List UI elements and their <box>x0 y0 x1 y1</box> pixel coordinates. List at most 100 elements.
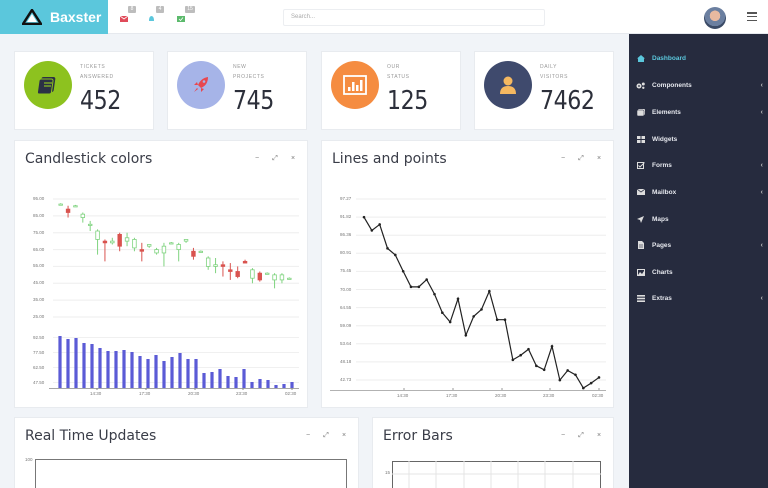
sidebar-item-label: Components <box>652 81 692 89</box>
close-icon[interactable]: × <box>596 155 602 162</box>
realtime-panel: Real Time Updates − ⤢ × 100 <box>14 417 359 488</box>
chevron-left-icon: ‹ <box>760 81 763 89</box>
location-arrow-icon <box>636 215 645 223</box>
mail-icon <box>120 16 128 22</box>
errorbars-plot-area <box>392 461 601 488</box>
sidebar-item-label: Charts <box>652 268 673 276</box>
panel-tools: − ⤢ × <box>559 432 603 440</box>
axis-tick-label: 70.00 <box>340 286 352 292</box>
sidebar-item-label: Forms <box>652 161 672 169</box>
sidebar-item-label: Elements <box>652 108 681 116</box>
sidebar-item-label: Maps <box>652 215 669 223</box>
minimize-icon[interactable]: − <box>254 155 260 162</box>
expand-icon[interactable]: ⤢ <box>323 432 329 439</box>
axis-tick-label: 20:30 <box>188 391 200 396</box>
file-icon <box>636 241 645 249</box>
sidebar-item-elements[interactable]: Elements ‹ <box>629 102 768 122</box>
chevron-left-icon: ‹ <box>760 161 763 169</box>
bell-notification[interactable]: 4 <box>148 6 168 24</box>
sidebar: Dashboard Components ‹ Elements ‹ Widget… <box>629 34 768 488</box>
brand-logo[interactable]: Baxster <box>0 0 108 34</box>
minimize-icon[interactable]: − <box>305 432 311 439</box>
expand-icon[interactable]: ⤢ <box>578 155 584 162</box>
axis-tick-label: 25.00 <box>33 314 45 319</box>
axis-tick-label: 20:30 <box>495 393 507 398</box>
axis-tick-label: 65.00 <box>33 246 45 252</box>
sidebar-item-widgets[interactable]: Widgets <box>629 129 768 149</box>
stat-label: TICKETS ANSWERED <box>80 64 114 80</box>
edit-icon <box>636 161 645 169</box>
stat-value: 125 <box>387 86 428 116</box>
axis-tick-label: 64.55 <box>340 304 352 310</box>
bell-badge: 4 <box>156 6 164 13</box>
chevron-left-icon: ‹ <box>760 294 763 302</box>
sidebar-item-label: Extras <box>652 294 672 302</box>
axis-tick-label: 48.18 <box>340 358 352 364</box>
lines-panel: Lines and points − ⤢ × 97.27 91.82 86.36 80… <box>321 140 614 408</box>
task-notification[interactable]: 15 <box>177 6 197 24</box>
book-icon <box>24 61 72 109</box>
axis-tick-label: 14:30 <box>397 393 409 398</box>
chevron-left-icon: ‹ <box>760 241 763 249</box>
line-chart <box>330 198 606 391</box>
axis-tick-label: 53.64 <box>340 340 352 346</box>
realtime-plot-area <box>35 459 347 488</box>
axis-tick-label: 42.73 <box>340 377 352 382</box>
minimize-icon[interactable]: − <box>560 155 566 162</box>
menu-toggle-icon[interactable] <box>747 12 757 21</box>
axis-tick-label: 80.91 <box>340 250 352 256</box>
axis-tick-label: 02:30 <box>285 391 297 396</box>
sidebar-item-forms[interactable]: Forms ‹ <box>629 155 768 175</box>
close-icon[interactable]: × <box>341 432 347 439</box>
minimize-icon[interactable]: − <box>560 432 566 439</box>
chevron-left-icon: ‹ <box>760 188 763 196</box>
sidebar-item-label: Dashboard <box>652 54 686 62</box>
axis-tick-label: 97.27 <box>340 196 352 201</box>
mail-badge: 8 <box>128 6 136 13</box>
panel-tools: − ⤢ × <box>304 432 348 440</box>
panel-tools: − ⤢ × <box>559 155 603 163</box>
axis-tick-label: 14:30 <box>90 391 102 396</box>
panel-title: Lines and points <box>332 151 447 167</box>
cogs-icon <box>636 81 645 89</box>
user-avatar[interactable] <box>704 7 726 29</box>
stat-label: NEW PROJECTS <box>233 64 265 80</box>
candlestick-chart <box>49 198 299 390</box>
expand-icon[interactable]: ⤢ <box>578 432 584 439</box>
y-tick: 100 <box>25 457 33 462</box>
stat-value: 745 <box>233 86 274 116</box>
axis-tick-label: 02:30 <box>592 393 604 398</box>
axis-tick-label: 75.00 <box>33 229 45 235</box>
search-input[interactable]: Search... <box>283 9 545 26</box>
panel-title: Error Bars <box>383 428 453 444</box>
sidebar-item-components[interactable]: Components ‹ <box>629 75 768 95</box>
sidebar-item-extras[interactable]: Extras ‹ <box>629 288 768 308</box>
panel-title: Candlestick colors <box>25 151 153 167</box>
sidebar-item-maps[interactable]: Maps <box>629 209 768 229</box>
mail-notification[interactable]: 8 <box>120 6 140 24</box>
axis-tick-label: 47.50 <box>33 379 45 385</box>
axis-tick-label: 92.50 <box>33 334 45 340</box>
sidebar-item-mailbox[interactable]: Mailbox ‹ <box>629 182 768 202</box>
axis-tick-label: 77.50 <box>33 349 45 355</box>
expand-icon[interactable]: ⤢ <box>272 155 278 162</box>
y-tick: 15 <box>385 470 391 475</box>
axis-tick-label: 75.45 <box>340 268 352 274</box>
close-icon[interactable]: × <box>290 155 296 162</box>
sidebar-item-dashboard[interactable]: Dashboard <box>629 48 768 68</box>
close-icon[interactable]: × <box>596 432 602 439</box>
brand-name: Baxster <box>50 9 102 25</box>
top-bar: Baxster 8 4 15 Search... <box>0 0 768 34</box>
panel-title: Real Time Updates <box>25 428 157 444</box>
axis-tick-label: 17:30 <box>139 391 151 396</box>
sidebar-item-label: Widgets <box>652 135 678 143</box>
task-badge: 15 <box>185 6 195 13</box>
errorbars-panel: Error Bars − ⤢ × 15 <box>372 417 614 488</box>
candlestick-panel: Candlestick colors − ⤢ × 95.00 85.00 75.00… <box>14 140 308 408</box>
axis-tick-label: 35.00 <box>33 297 45 303</box>
sidebar-item-charts[interactable]: Charts <box>629 262 768 282</box>
axis-tick-label: 23:30 <box>543 393 555 398</box>
sidebar-item-pages[interactable]: Pages ‹ <box>629 235 768 255</box>
list-icon <box>636 294 645 302</box>
stat-label: DAILY VISITORS <box>540 64 569 80</box>
